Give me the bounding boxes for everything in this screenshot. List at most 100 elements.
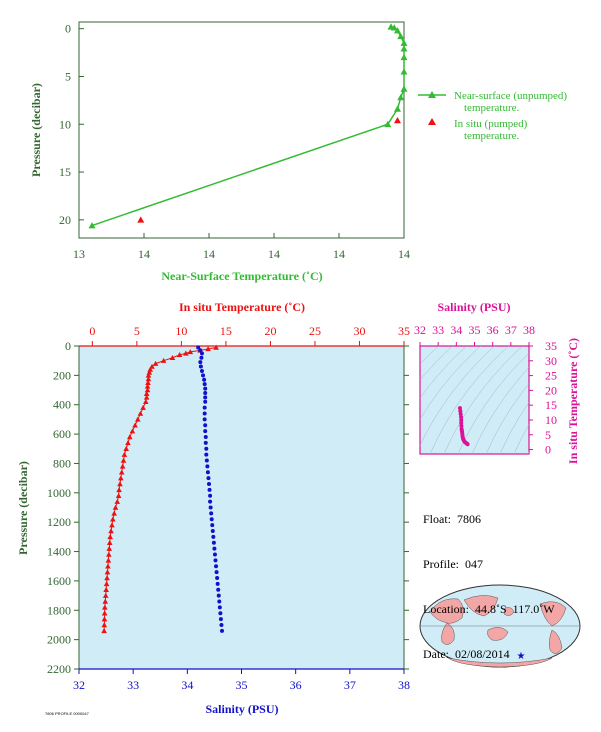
temperature-point bbox=[176, 352, 183, 358]
temperature-point bbox=[118, 469, 125, 475]
salinity-tick-label: 32 bbox=[73, 678, 85, 692]
ts-y-tick-label: 20 bbox=[545, 383, 557, 397]
pressure-tick-label: 200 bbox=[53, 368, 71, 382]
salinity-point bbox=[202, 382, 207, 387]
temperature-point bbox=[105, 563, 111, 569]
salinity-point bbox=[220, 628, 224, 633]
temperature-point bbox=[160, 357, 167, 363]
ts-density-contour bbox=[420, 346, 495, 446]
temperature-point bbox=[106, 551, 112, 557]
temperature-point bbox=[102, 592, 109, 598]
ts-point bbox=[459, 420, 464, 425]
salinity-tick-label: 37 bbox=[344, 678, 356, 692]
ts-y-tick-label: 15 bbox=[545, 398, 557, 412]
near-surface-point bbox=[397, 94, 405, 101]
profile-chart: 0 5 10 15 20 25 30 35 32 33 34 35 36 37 38 0 200 400 600… bbox=[16, 300, 410, 716]
ts-density-contour bbox=[420, 346, 453, 381]
salinity-point bbox=[212, 552, 217, 557]
near-surface-point bbox=[400, 85, 408, 92]
temperature-point bbox=[102, 598, 109, 604]
salinity-point bbox=[208, 505, 213, 510]
salinity-tick-label: 36 bbox=[290, 678, 302, 692]
temperature-point bbox=[111, 510, 117, 516]
salinity-point bbox=[201, 373, 206, 378]
temperature-axis-title: In situ Temperature (˚C) bbox=[179, 300, 305, 314]
salinity-point bbox=[211, 540, 216, 545]
float-label: Float: bbox=[423, 512, 452, 526]
temperature-point bbox=[187, 349, 194, 355]
salinity-point bbox=[217, 599, 222, 604]
salinity-point bbox=[206, 476, 211, 481]
temperature-point bbox=[169, 354, 176, 360]
pressure-tick-label: 1400 bbox=[47, 545, 71, 559]
pressure-tick-label: 2200 bbox=[47, 662, 71, 676]
temperature-point bbox=[119, 463, 126, 469]
salinity-point bbox=[198, 360, 203, 365]
ts-y-tick-label: 5 bbox=[545, 428, 551, 442]
ts-density-contour bbox=[584, 336, 601, 454]
ts-point bbox=[458, 412, 463, 417]
top-x-tick-label: 14 bbox=[268, 247, 280, 261]
map-land bbox=[429, 595, 567, 668]
pressure-axis-title: Pressure (decibar) bbox=[16, 461, 30, 555]
ts-x-tick-label: 36 bbox=[487, 323, 499, 337]
salinity-point bbox=[205, 464, 210, 469]
pressure-tick-label: 1000 bbox=[47, 486, 71, 500]
temperature-point bbox=[114, 498, 121, 504]
legend-label-near-surface: Near-surface (unpumped) bbox=[454, 90, 567, 102]
ts-x-tick-label: 32 bbox=[414, 323, 426, 337]
ts-density-contour bbox=[471, 366, 529, 454]
profile-series bbox=[101, 344, 224, 634]
salinity-point bbox=[207, 482, 211, 487]
temperature-point bbox=[146, 369, 153, 375]
near-surface-point bbox=[387, 23, 395, 30]
top-plot-frame bbox=[78, 21, 405, 239]
temperature-point bbox=[115, 492, 122, 498]
top-y-tick-label: 10 bbox=[59, 117, 71, 131]
ts-point bbox=[459, 415, 464, 420]
salinity-point bbox=[196, 345, 201, 350]
salinity-point bbox=[203, 435, 208, 440]
temperature-point bbox=[105, 557, 112, 563]
ts-x-tick-label: 34 bbox=[450, 323, 462, 337]
ts-x-tick-label: 33 bbox=[432, 323, 444, 337]
salinity-point bbox=[203, 399, 208, 404]
near-surface-point bbox=[400, 39, 408, 46]
top-x-tick-label: 14 bbox=[203, 247, 215, 261]
temperature-point bbox=[106, 545, 113, 551]
salinity-point bbox=[216, 587, 221, 592]
salinity-tick-label: 33 bbox=[127, 678, 139, 692]
ts-point bbox=[458, 409, 463, 414]
salinity-point bbox=[204, 458, 209, 463]
salinity-point bbox=[204, 452, 209, 457]
salinity-point bbox=[202, 417, 207, 422]
temperature-point bbox=[140, 404, 146, 410]
salinity-axis-title: Salinity (PSU) bbox=[205, 702, 278, 716]
near-surface-chart: 13 14 14 14 14 14 0 5 10 15 20 Near-Surface Tempe… bbox=[29, 21, 567, 283]
salinity-point bbox=[208, 493, 213, 498]
date-row: Date: 02/08/2014 bbox=[423, 647, 555, 662]
temperature-point bbox=[118, 475, 124, 481]
salinity-point bbox=[216, 593, 221, 598]
temperature-point bbox=[147, 366, 154, 372]
temperature-point bbox=[120, 457, 127, 463]
salinity-point bbox=[209, 511, 214, 516]
salinity-tick-label: 38 bbox=[398, 678, 410, 692]
salinity-point bbox=[203, 429, 208, 434]
temperature-tick-label: 35 bbox=[398, 324, 410, 338]
ts-density-contour bbox=[499, 401, 529, 454]
temperature-point bbox=[104, 569, 111, 575]
salinity-point bbox=[202, 377, 207, 382]
ts-y-tick-label: 30 bbox=[545, 354, 557, 368]
near-surface-point bbox=[400, 68, 408, 75]
temperature-point bbox=[145, 376, 152, 382]
salinity-point bbox=[202, 405, 207, 410]
ts-x-tick-label: 35 bbox=[469, 323, 481, 337]
salinity-point bbox=[203, 395, 208, 400]
temperature-point bbox=[205, 346, 211, 352]
temperature-point bbox=[137, 410, 144, 416]
ts-points bbox=[457, 406, 470, 447]
salinity-point bbox=[198, 364, 203, 369]
